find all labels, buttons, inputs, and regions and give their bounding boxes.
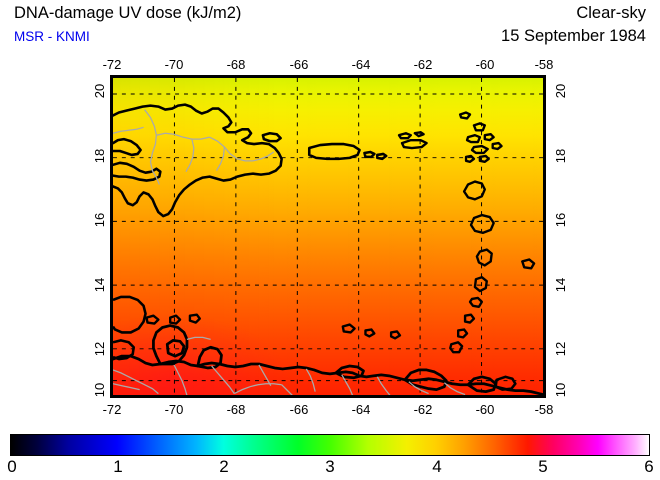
map-coastlines [113, 103, 543, 395]
y-tick-left-3: 14 [92, 277, 107, 293]
uv-dose-colorbar [10, 434, 650, 456]
y-tick-right-5: 10 [553, 382, 568, 398]
colorbar-tick-6: 6 [644, 457, 654, 476]
coastline-virgin-islands [397, 131, 428, 150]
colorbar-tick-4: 4 [432, 457, 442, 476]
x-tick-bottom-6: -60 [475, 402, 495, 417]
x-tick-bottom-5: -62 [413, 402, 433, 417]
coastline-windward-islands [449, 180, 495, 354]
x-tick-bottom-1: -70 [164, 402, 184, 417]
y-tick-right-3: 14 [553, 277, 568, 293]
x-tick-bottom-7: -58 [534, 402, 554, 417]
y-tick-left-5: 10 [92, 382, 107, 398]
x-tick-bottom-2: -68 [226, 402, 246, 417]
coastline-hispaniola [113, 103, 283, 218]
political-borders-south-america [113, 336, 466, 395]
uv-dose-field [113, 78, 543, 395]
colorbar-tick-1: 1 [113, 457, 123, 476]
x-tick-top-6: -60 [475, 57, 495, 72]
x-tick-bottom-4: -64 [351, 402, 371, 417]
x-tick-top-7: -58 [534, 57, 554, 72]
page-title: DNA-damage UV dose (kJ/m2) [14, 4, 242, 22]
coastline-abc-islands [145, 313, 402, 340]
x-tick-top-0: -72 [102, 57, 122, 72]
colorbar-tick-2: 2 [219, 457, 229, 476]
x-tick-top-3: -66 [289, 57, 309, 72]
coastline-puerto-rico [307, 142, 388, 161]
colorbar-tick-0: 0 [7, 457, 17, 476]
coastline-western-landmass [113, 295, 147, 361]
date-label: 15 September 1984 [501, 27, 646, 45]
x-tick-top-4: -64 [351, 57, 371, 72]
x-tick-bottom-0: -72 [102, 402, 122, 417]
coastline-northern-leewards [458, 111, 503, 164]
coastline-south-america [113, 324, 543, 395]
y-tick-right-0: 20 [553, 83, 568, 99]
colorbar-tick-5: 5 [538, 457, 548, 476]
uv-dose-longitudinal-shading [113, 78, 543, 395]
x-tick-bottom-3: -66 [289, 402, 309, 417]
y-tick-right-4: 12 [553, 341, 568, 357]
y-tick-right-2: 16 [553, 212, 568, 228]
map-plot-area [110, 75, 546, 398]
colorbar-container [10, 434, 650, 456]
political-borders-hispaniola [113, 109, 275, 185]
y-tick-left-1: 18 [92, 148, 107, 164]
x-tick-top-2: -68 [226, 57, 246, 72]
data-source-label: MSR - KNMI [14, 29, 90, 44]
uv-dose-hotspot-shading [113, 312, 294, 395]
x-tick-top-5: -62 [413, 57, 433, 72]
sky-condition-label: Clear-sky [576, 4, 646, 22]
y-tick-left-2: 16 [92, 212, 107, 228]
y-tick-left-0: 20 [92, 83, 107, 99]
y-tick-left-4: 12 [92, 341, 107, 357]
coastline-barbados [521, 258, 536, 270]
uv-dose-gradient [113, 78, 543, 395]
y-tick-right-1: 18 [553, 148, 568, 164]
colorbar-tick-3: 3 [325, 457, 335, 476]
x-tick-top-1: -70 [164, 57, 184, 72]
